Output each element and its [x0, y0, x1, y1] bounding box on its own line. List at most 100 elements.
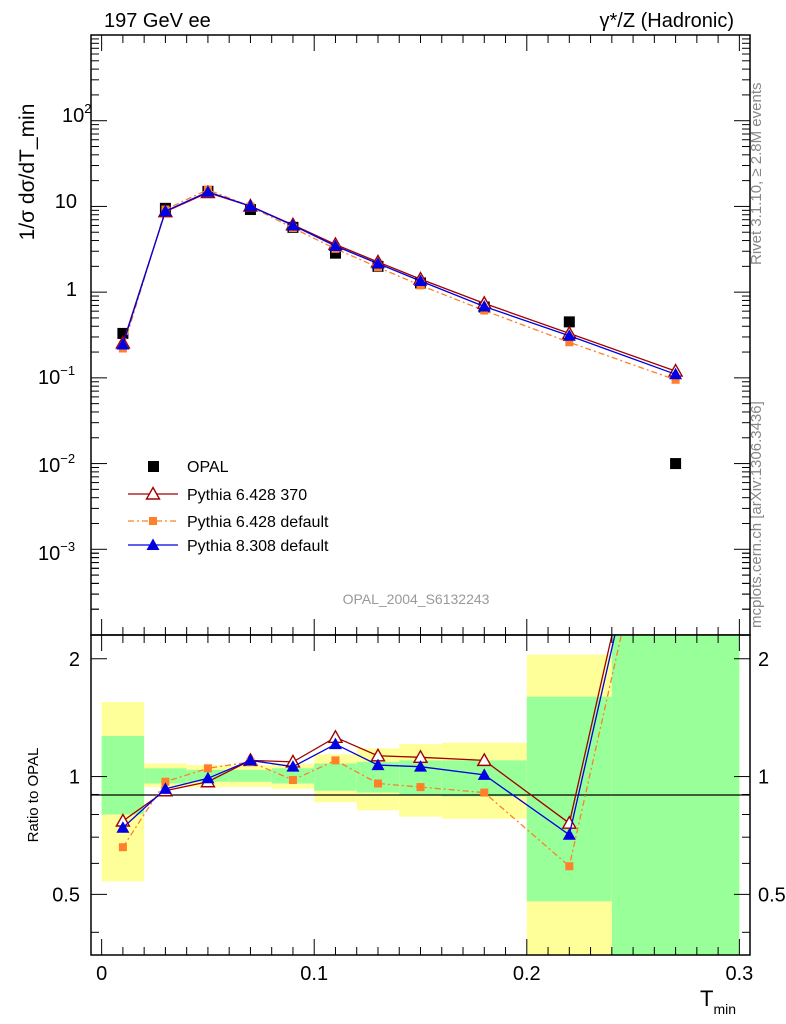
ytick-label-0.01: 10−2 [38, 451, 75, 477]
ytick-label-0.1: 10−1 [38, 363, 75, 389]
ratio-axis-ticks [91, 635, 750, 955]
ratio-band-inner [526, 696, 612, 902]
pythia-8-308-default-point [562, 329, 576, 341]
ytick-0.001-base: 10 [38, 543, 60, 565]
ratio-ytick-label-left: 2 [69, 649, 80, 671]
ratio-series-group [115, 348, 682, 871]
pythia-6-428-default-point [671, 375, 680, 384]
pythia-6-428-default-point [161, 777, 170, 786]
ratio-band-inner [229, 769, 272, 782]
legend-marker-pythia6-370 [145, 486, 161, 500]
ratio-band-inner [101, 735, 145, 815]
ratio-xtick-label: 0.3 [725, 963, 753, 985]
ratio-band-inner [314, 763, 357, 791]
x-axis-title-sub: min [713, 1001, 736, 1017]
legend-marker-pythia8-default [146, 538, 160, 550]
ratio-x-axis-title: Tmin [700, 986, 736, 1017]
ratio-ytick-label-right: 0.5 [758, 884, 786, 906]
ratio-xtick-label: 0 [96, 963, 107, 985]
pythia-8-308-default-point [414, 274, 427, 286]
pythia-8-308-default-point [477, 768, 491, 780]
ratio-xtick-label: 0.2 [513, 963, 541, 985]
pythia-6-428-default-point [565, 862, 574, 871]
legend: OPAL Pythia 6.428 370 Pythia 6.428 defau… [128, 459, 329, 555]
header-right-label: γ*/Z (Hadronic) [600, 10, 734, 32]
ratio-y-axis-title: Ratio to OPAL [25, 748, 42, 843]
x-axis-title-main: T [700, 986, 713, 1011]
pythia-6-428-default-point [416, 783, 425, 792]
pythia-8-308-default-point [243, 753, 257, 766]
mcplots-label: mcplots.cern.ch [arXiv:1306.3436] [748, 401, 765, 628]
ytick-0.1-exp: −1 [60, 363, 75, 378]
analysis-id-label: OPAL_2004_S6132243 [343, 591, 490, 607]
ratio-ytick-label-left: 1 [69, 767, 80, 789]
ytick-0.01-base: 10 [38, 455, 60, 477]
ytick-100-base: 10 [62, 105, 84, 127]
ratio-band-inner [611, 635, 740, 955]
pythia-6-428-default-point [672, 390, 680, 398]
ratio-plot-frame [90, 634, 751, 956]
pythia-6-428-default-line [122, 188, 676, 381]
legend-marker-opal [148, 461, 159, 472]
opal-point [117, 327, 129, 339]
opal-point [563, 316, 575, 328]
main-axis-ticks [91, 34, 750, 636]
main-y-tick-labels: 102 10 1 10−1 10−2 10−3 [38, 101, 91, 565]
ratio-panel: 0.5 0.5 1 1 2 2 0 0.1 0.2 0.3 Ratio to OPAL Tmin [25, 348, 786, 1017]
ytick-label-100: 102 [62, 101, 91, 127]
ytick-label-0.001: 10−3 [38, 539, 75, 565]
legend-label-opal: OPAL [187, 459, 229, 476]
header-left-label: 197 GeV ee [104, 10, 211, 32]
legend-label-pythia6-370: Pythia 6.428 370 [187, 487, 307, 504]
pythia-8-308-default-line [122, 191, 676, 375]
pythia-6-428-370-point [476, 752, 492, 767]
pythia-6-428-default-point [373, 779, 382, 788]
pythia-6-428-default-point [118, 843, 127, 852]
ytick-0.1-base: 10 [38, 367, 60, 389]
opal-point [329, 247, 341, 259]
ytick-100-exp: 2 [84, 101, 91, 116]
ratio-ytick-label-right: 2 [758, 649, 769, 671]
rivet-version-label: Rivet 3.1.10, ≥ 2.8M events [748, 83, 765, 266]
pythia-8-308-default-point [286, 760, 300, 772]
ytick-label-10: 10 [55, 191, 77, 213]
legend-label-pythia6-default: Pythia 6.428 default [187, 514, 329, 531]
pythia-8-308-default-point [328, 737, 342, 750]
ratio-band-inner [144, 768, 187, 784]
legend-label-pythia8-default: Pythia 8.308 default [187, 538, 329, 555]
pythia-6-428-370-point [669, 348, 682, 360]
ytick-label-1: 1 [66, 279, 77, 301]
pythia-6-428-default-point [565, 338, 574, 347]
ytick-0.01-exp: −2 [60, 451, 75, 466]
pythia-6-428-default-point [480, 788, 489, 797]
pythia-6-428-default-point [288, 775, 297, 784]
pythia-8-308-default-point [116, 821, 130, 833]
pythia-8-308-default-point [477, 299, 491, 312]
pythia-6-428-default-line [122, 635, 623, 868]
ratio-xtick-label: 0.1 [300, 963, 328, 985]
pythia-8-308-default-point [286, 218, 300, 231]
ratio-ytick-label-right: 1 [758, 767, 769, 789]
pythia-6-428-default-point [331, 756, 340, 765]
pythia-8-308-default-point [201, 771, 215, 784]
main-y-axis-title: 1/σ dσ/dT_min [16, 104, 39, 241]
opal-point [670, 458, 682, 470]
main-series-group [115, 184, 684, 470]
pythia-8-308-default-point [669, 367, 683, 380]
pythia-8-308-default-point [158, 782, 172, 794]
ratio-band-inner [271, 768, 315, 784]
pythia-8-308-default-point [414, 760, 427, 772]
ratio-ytick-label-left: 0.5 [52, 884, 80, 906]
pythia-8-308-default-point [371, 758, 385, 771]
pythia-6-428-default-point [203, 764, 212, 773]
ratio-tick-labels: 0.5 0.5 1 1 2 2 0 0.1 0.2 0.3 [52, 649, 786, 985]
pythia-8-308-default-point [116, 338, 130, 350]
pythia-8-308-default-point [562, 828, 576, 840]
ratio-uncertainty-bands [101, 635, 740, 955]
pythia-8-308-default-point [201, 185, 215, 197]
pythia-8-308-default-point [158, 204, 172, 217]
legend-marker-pythia6-default [149, 517, 157, 525]
pythia-8-308-default-point [243, 199, 257, 212]
main-panel: 102 10 1 10−1 10−2 10−3 1/σ dσ/dT_min OP… [16, 34, 751, 636]
